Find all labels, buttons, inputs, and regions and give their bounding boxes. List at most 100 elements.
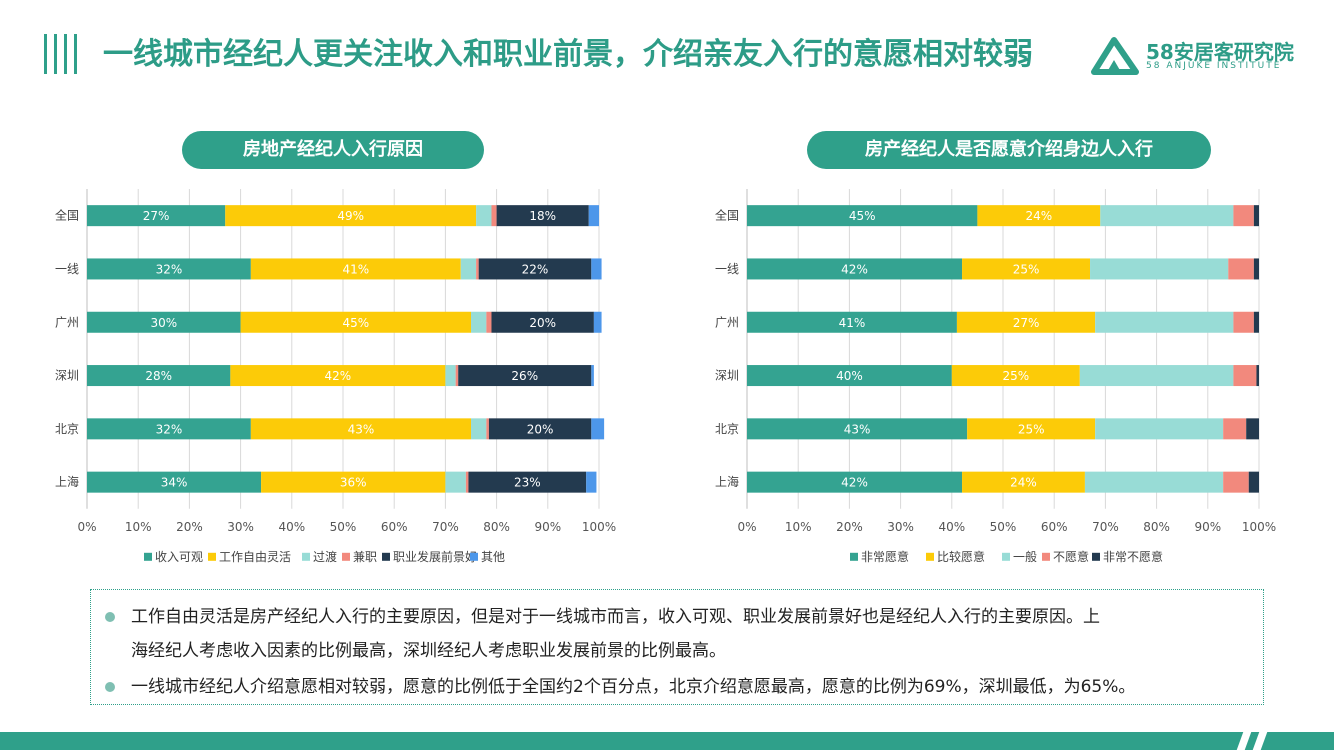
data-label: 43%	[844, 422, 871, 436]
bar-segment	[1084, 471, 1224, 493]
legend-entry: 比较愿意	[937, 549, 985, 564]
bar-segment	[250, 418, 471, 440]
bar-segment	[1223, 418, 1247, 440]
data-label: 45%	[849, 209, 876, 223]
x-tick-label: 100%	[582, 520, 616, 534]
x-tick-label: 20%	[836, 520, 863, 534]
logo-house-icon	[1091, 37, 1139, 75]
bar-segment	[87, 365, 231, 387]
bar-segment	[951, 365, 1080, 387]
legend-entry: 收入可观	[155, 550, 203, 564]
legend-entry: 不愿意	[1053, 549, 1089, 564]
bar-segment	[496, 205, 589, 227]
x-tick-label: 100%	[1242, 520, 1276, 534]
note-2: 一线城市经纪人介绍意愿相对较弱，愿意的比例低于全国约2个百分点，北京介绍意愿最高…	[131, 677, 1136, 697]
category-label: 深圳	[715, 369, 739, 383]
bar-segment	[1233, 365, 1257, 387]
data-label: 34%	[161, 476, 188, 490]
bar-segment	[250, 258, 461, 280]
data-label: 25%	[1013, 262, 1040, 276]
data-label: 28%	[145, 369, 172, 383]
bar-segment	[591, 365, 594, 387]
bar-segment	[261, 471, 446, 493]
bar-segment	[471, 418, 487, 440]
x-tick-label: 20%	[176, 520, 203, 534]
legend-entry: 工作自由灵活	[219, 550, 291, 564]
legend-entry: 职业发展前景好	[393, 549, 477, 564]
bar-segment	[1228, 258, 1254, 280]
bar-segment	[486, 418, 489, 440]
data-label: 40%	[836, 369, 863, 383]
data-label: 24%	[1010, 476, 1037, 490]
data-label: 41%	[342, 262, 369, 276]
bar-segment	[445, 471, 466, 493]
category-label: 一线	[55, 262, 79, 276]
bar-segment	[488, 418, 592, 440]
x-tick-label: 80%	[483, 520, 510, 534]
chart-referral-willingness: 0% 10% 20% 30% 40% 50% 60% 70% 80% 90% 100% 全国 45% 24…	[715, 189, 1276, 564]
bar-segment	[87, 471, 262, 493]
data-label: 42%	[841, 262, 868, 276]
bar-segment	[586, 471, 597, 493]
legend-entry: 非常愿意	[861, 549, 909, 564]
data-label: 30%	[150, 316, 177, 330]
legend-swatch	[342, 552, 350, 561]
category-label: 广州	[55, 315, 79, 329]
bar-segment	[747, 311, 957, 333]
data-label: 25%	[1018, 422, 1045, 436]
data-label: 36%	[340, 476, 367, 490]
x-tick-label: 90%	[534, 520, 561, 534]
category-label: 全国	[55, 208, 79, 223]
bar-segment	[967, 418, 1096, 440]
data-label: 32%	[156, 262, 183, 276]
bar-segment	[588, 205, 599, 227]
bar-segment	[87, 311, 241, 333]
x-tick-label: 70%	[1092, 520, 1119, 534]
bar-segment	[1233, 205, 1254, 227]
bar-segment	[747, 418, 968, 440]
bar-segment	[486, 311, 492, 333]
chart-2-title: 房产经纪人是否愿意介绍身边人入行	[807, 131, 1211, 169]
x-tick-label: 60%	[381, 520, 408, 534]
bar-segment	[87, 205, 226, 227]
bar-segment	[956, 311, 1096, 333]
note-1-line-1: 工作自由灵活是房产经纪人入行的主要原因，但是对于一线城市而言，收入可观、职业发展…	[131, 607, 1100, 627]
bar-segment	[1090, 258, 1229, 280]
bar-segment	[962, 471, 1085, 493]
category-label: 北京	[55, 422, 79, 436]
x-tick-label: 50%	[330, 520, 357, 534]
data-label: 25%	[1002, 369, 1029, 383]
bar-segment	[445, 365, 456, 387]
bar-segment	[1253, 258, 1259, 280]
category-label: 北京	[715, 422, 739, 436]
category-label: 上海	[715, 474, 739, 489]
bar-segment	[1248, 471, 1259, 493]
data-label: 45%	[342, 316, 369, 330]
bullet-dot-icon	[105, 682, 115, 692]
legend-entry: 过渡	[313, 549, 337, 564]
bar-segment	[87, 418, 251, 440]
bar-segment	[1095, 311, 1234, 333]
legend-swatch	[1092, 552, 1100, 561]
bar-segment	[593, 311, 602, 333]
bar-segment	[747, 258, 963, 280]
x-tick-label: 30%	[227, 520, 254, 534]
bar-segment	[476, 258, 479, 280]
legend-swatch	[850, 552, 858, 561]
x-tick-label: 70%	[432, 520, 459, 534]
bar-segment	[468, 471, 587, 493]
bar-segment	[591, 258, 602, 280]
data-label: 24%	[1026, 209, 1053, 223]
legend-swatch	[1002, 552, 1010, 561]
bar-segment	[1246, 418, 1259, 440]
logo-name: 58安居客研究院	[1146, 40, 1294, 64]
data-label: 49%	[337, 209, 364, 223]
data-label: 27%	[143, 209, 170, 223]
legend-swatch	[208, 552, 216, 561]
bar-segment	[747, 365, 952, 387]
bar-segment	[1095, 418, 1224, 440]
bar-segment	[1253, 311, 1259, 333]
bullet-dot-icon	[105, 612, 115, 622]
data-label: 26%	[511, 369, 538, 383]
bar-segment	[1100, 205, 1234, 227]
